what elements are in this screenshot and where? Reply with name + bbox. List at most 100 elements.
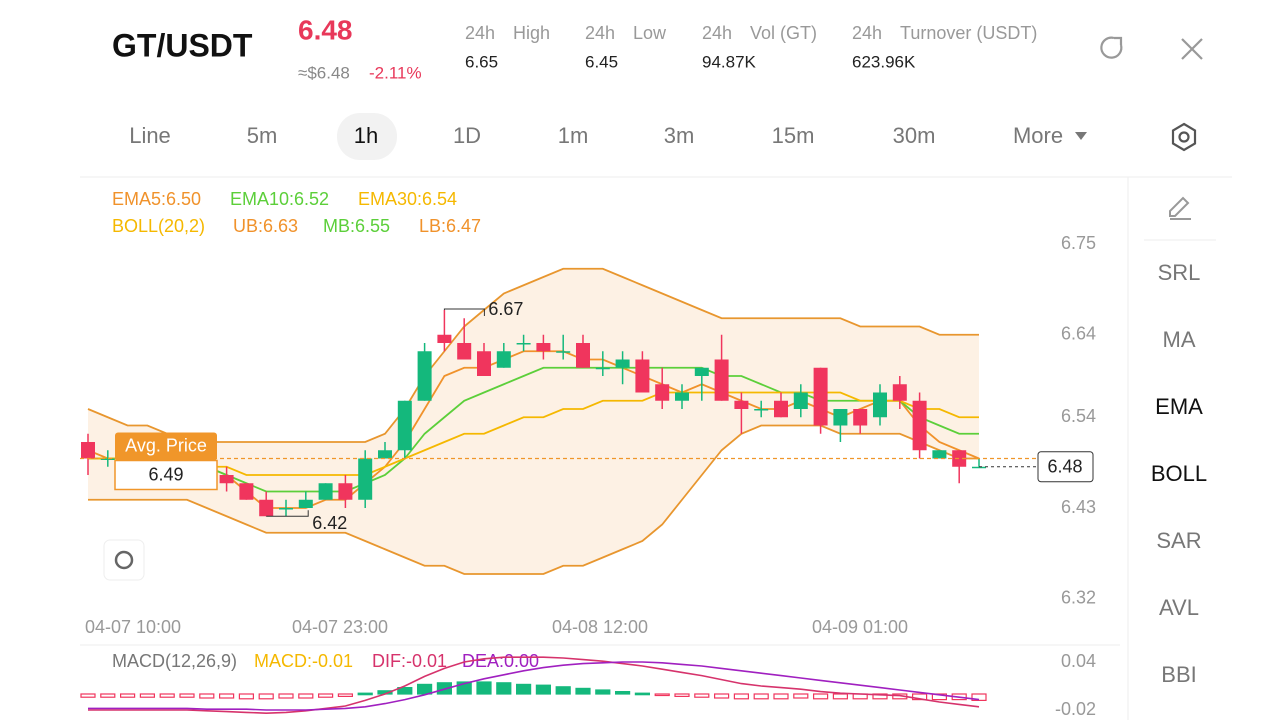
candle-body (259, 499, 274, 517)
fullscreen-button[interactable] (103, 539, 145, 581)
x-tick-label: 04-07 23:00 (292, 617, 388, 637)
stat-value: 94.87K (702, 52, 757, 71)
candle-body (952, 450, 967, 467)
boll-legend: LB:6.47 (419, 216, 481, 236)
macd-legend: MACD:-0.01 (254, 651, 353, 671)
plot: 6.67 6.42 Avg. Price 6.49 6.48 (80, 267, 1095, 575)
timeframe-tab[interactable]: 1D (453, 123, 481, 148)
macd-bar (139, 693, 155, 698)
ema-line (88, 366, 979, 493)
macd-bar (417, 683, 433, 695)
low-label: 6.42 (312, 513, 347, 533)
macd-bar (733, 693, 750, 700)
candle-body (279, 508, 293, 510)
macd-line (88, 661, 980, 711)
y-tick-label: 6.32 (1061, 588, 1096, 608)
stat-label: 24h (465, 23, 495, 43)
macd-y-tick-label: -0.02 (1055, 699, 1096, 719)
timeframe-tab[interactable]: 1m (558, 123, 589, 148)
candle-body (655, 384, 670, 401)
indicator-button[interactable]: MA (1163, 327, 1196, 352)
macd-y-tick-label: 0.04 (1061, 651, 1096, 671)
macd-bar (832, 693, 849, 700)
macd-bar (496, 682, 512, 695)
macd-line (88, 656, 980, 715)
avg-price-tag (115, 432, 217, 461)
indicator-button[interactable]: SRL (1158, 260, 1201, 285)
ema-legend: EMA30:6.54 (358, 189, 457, 209)
boll-legend: MB:6.55 (323, 216, 390, 236)
refresh-icon[interactable] (1100, 36, 1123, 59)
avg-price-value: 6.49 (148, 464, 183, 484)
timeframe-tab[interactable]: 30m (893, 123, 936, 148)
y-tick-label: 6.54 (1061, 406, 1096, 426)
macd-bar (337, 693, 353, 697)
candle-body (774, 400, 788, 418)
macd-bar (773, 693, 789, 700)
draw-icon[interactable] (1169, 196, 1191, 220)
y-tick-label: 6.75 (1061, 233, 1096, 253)
candle-body (853, 409, 868, 426)
macd-bar (713, 693, 730, 699)
stat-name: High (513, 23, 550, 43)
macd-bar (674, 693, 690, 697)
macd-bar (575, 687, 591, 695)
ema-line (87, 350, 980, 509)
timeframe-tab[interactable]: Line (129, 123, 171, 148)
candle-body (536, 343, 551, 352)
candle-body (81, 442, 95, 459)
y-tick-label: 6.64 (1061, 324, 1096, 344)
candle-body (516, 343, 531, 345)
timeframe-tab[interactable]: 1h (354, 123, 378, 148)
boll-lower (88, 424, 979, 575)
candle-body (833, 409, 848, 426)
candle-body (338, 483, 353, 500)
indicator-button[interactable]: EMA (1155, 394, 1203, 419)
macd-legend: DIF:-0.01 (372, 651, 447, 671)
indicator-button[interactable]: SAR (1156, 528, 1201, 553)
y-tick-label: 6.43 (1061, 497, 1096, 517)
close-icon[interactable] (1181, 38, 1203, 60)
indicator-button[interactable]: BOLL (1151, 461, 1207, 486)
candle-body (219, 475, 234, 484)
timeframe-tab[interactable]: 3m (664, 123, 695, 148)
candle-body (417, 351, 432, 401)
stat-name: Low (633, 23, 667, 43)
x-tick-label: 04-07 10:00 (85, 617, 181, 637)
macd-bar (397, 686, 413, 695)
stat-label: 24h (702, 23, 732, 43)
macd-bar (634, 692, 651, 696)
timeframe-tab[interactable]: 15m (772, 123, 815, 148)
candle-body (694, 367, 709, 376)
candle-body (239, 483, 254, 500)
dropdown-arrow (1075, 132, 1087, 140)
macd-bar (298, 693, 314, 699)
candle-body (100, 458, 115, 460)
macd-bar (476, 681, 492, 695)
high-marker (443, 308, 485, 316)
macd-bar (119, 693, 136, 698)
candle-body (892, 384, 907, 401)
indicator-button[interactable]: BBI (1161, 662, 1196, 687)
boll-legend: UB:6.63 (233, 216, 298, 236)
timeframe-tab[interactable]: 5m (247, 123, 278, 148)
candle-body (358, 458, 373, 500)
last-price-label: 6.48 (1047, 457, 1082, 477)
indicator-button[interactable]: AVL (1159, 595, 1199, 620)
ema-legend: EMA5:6.50 (112, 189, 201, 209)
macd-bar (238, 693, 254, 700)
stat-label: 24h (585, 23, 615, 43)
candle-body (378, 450, 392, 459)
macd-bar (812, 693, 829, 700)
macd-bar (318, 693, 334, 698)
boll-band (88, 268, 979, 574)
candle-body (298, 499, 313, 508)
macd-legend: DEA:0.00 (462, 651, 539, 671)
boll-upper (87, 267, 979, 443)
settings-icon[interactable] (1171, 122, 1197, 152)
candle-body (576, 343, 590, 368)
high-label: 6.67 (488, 299, 523, 319)
candle-body (714, 359, 729, 401)
macd-bar (753, 693, 769, 700)
timeframe-tab[interactable]: More (1013, 123, 1063, 148)
